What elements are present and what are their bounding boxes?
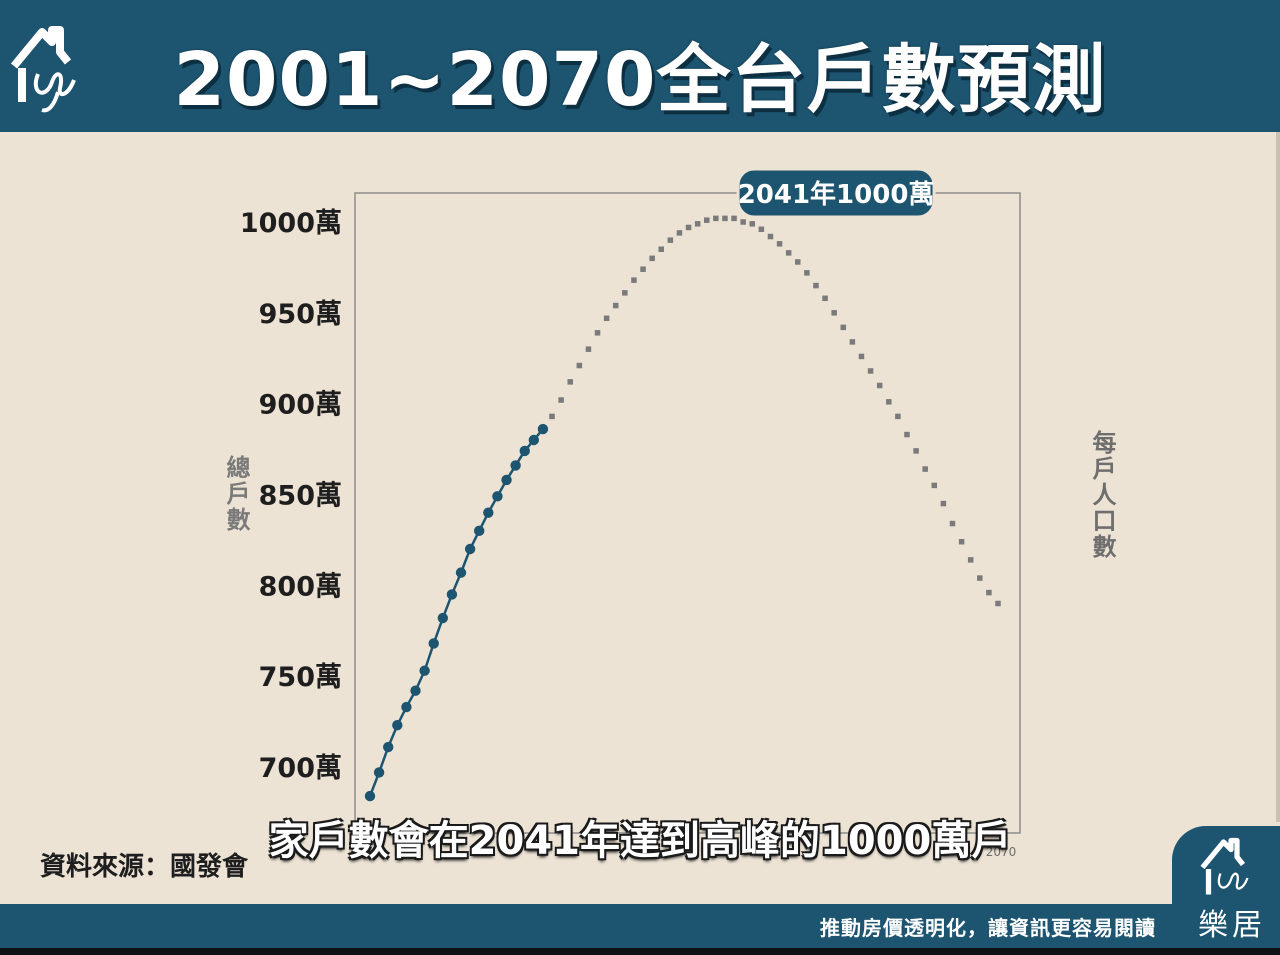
- brand-tab: [1172, 826, 1280, 948]
- data-source: 資料來源：國發會: [40, 852, 249, 882]
- house-signature-logo-icon: [1200, 837, 1249, 895]
- y-tick-label: 700萬: [259, 753, 342, 784]
- projected-point: [585, 346, 592, 352]
- actual-point: [437, 612, 449, 624]
- x-tick-label: 2070: [986, 845, 1017, 859]
- projected-point: [713, 215, 719, 222]
- projected-point: [567, 379, 573, 385]
- annotation-label: 2041年1000萬: [738, 179, 935, 210]
- projected-point: [767, 233, 774, 240]
- y-tick-label: 850萬: [259, 481, 342, 512]
- projected-point: [940, 500, 947, 507]
- actual-point: [510, 460, 521, 471]
- projected-point: [904, 431, 910, 438]
- footer-bar: [0, 904, 1280, 948]
- projected-point: [694, 221, 701, 227]
- projected-point: [967, 557, 974, 563]
- y-axis-label: 總戶數: [222, 455, 250, 533]
- projected-point: [622, 290, 628, 296]
- projected-point: [822, 295, 828, 302]
- projected-point: [958, 538, 965, 545]
- plot-frame: [354, 192, 1021, 834]
- actual-point: [446, 589, 458, 600]
- actual-point: [383, 741, 394, 753]
- y-tick-label: 1000萬: [240, 208, 342, 239]
- projected-point: [676, 230, 683, 236]
- header-bar: 2001~2070全台戶數預測: [0, 0, 1280, 132]
- actual-point: [474, 525, 485, 537]
- projected-point: [731, 215, 737, 222]
- projected-point: [813, 282, 819, 289]
- projected-point: [749, 221, 756, 227]
- house-signature-logo-icon: [10, 26, 76, 113]
- projected-point: [722, 215, 728, 222]
- projected-point: [867, 368, 874, 374]
- projected-point: [876, 382, 883, 389]
- actual-point: [428, 638, 439, 649]
- projected-point: [549, 413, 555, 420]
- actual-point: [501, 474, 512, 486]
- edge-strip: [1276, 132, 1280, 822]
- projected-point: [895, 413, 901, 420]
- projected-point: [785, 250, 792, 256]
- projected-point: [913, 448, 919, 454]
- actual-point: [419, 665, 430, 676]
- projected-point: [758, 226, 765, 233]
- projected-point: [594, 330, 601, 336]
- page-title: 2001~2070全台戶數預測: [173, 37, 1107, 123]
- actual-line: [368, 428, 544, 797]
- actual-point: [410, 685, 421, 696]
- projected-point: [558, 397, 564, 403]
- footer-edge: [0, 948, 1280, 955]
- actual-point: [364, 790, 376, 802]
- projected-point: [776, 241, 783, 247]
- actual-point: [464, 543, 476, 555]
- y-tick-label: 800萬: [259, 571, 342, 602]
- actual-point: [519, 445, 530, 457]
- projected-point: [840, 324, 847, 331]
- projected-point: [740, 219, 746, 225]
- projected-point: [795, 259, 801, 265]
- projected-point: [658, 246, 664, 252]
- projected-point: [922, 466, 928, 472]
- projected-point: [804, 270, 810, 276]
- projected-point: [631, 277, 637, 283]
- projected-point: [977, 575, 983, 581]
- projected-point: [612, 302, 619, 309]
- actual-point: [528, 434, 540, 446]
- actual-point: [492, 491, 503, 502]
- projected-point: [931, 482, 938, 489]
- projected-point: [576, 362, 583, 369]
- projected-point: [667, 237, 674, 243]
- projected-point: [886, 399, 892, 405]
- brand-name: 樂居: [1198, 908, 1266, 943]
- projected-point: [649, 255, 655, 262]
- household-chart: 700萬 750萬 800萬 850萬 900萬 950萬 1000萬 2070 2041年10…: [240, 167, 1021, 859]
- actual-point: [401, 701, 412, 713]
- y2-axis-label: 每戶人口數: [1088, 430, 1116, 560]
- actual-point: [455, 567, 467, 578]
- actual-point: [483, 507, 494, 518]
- projected-point: [704, 217, 710, 223]
- actual-point: [392, 720, 403, 731]
- projected-point: [603, 315, 610, 322]
- actual-point: [373, 767, 385, 778]
- actual-point: [537, 423, 549, 435]
- y-tick-label: 900萬: [259, 390, 342, 421]
- projected-point: [831, 310, 837, 316]
- annotation-callout: [736, 167, 936, 219]
- y-tick-label: 750萬: [259, 662, 342, 693]
- projected-point: [986, 589, 992, 596]
- projected-point: [640, 266, 646, 272]
- projected-point: [949, 520, 956, 527]
- projected-point: [685, 224, 692, 231]
- projected-point: [995, 600, 1001, 607]
- footer-slogan: 推動房價透明化，讓資訊更容易閱讀: [820, 916, 1156, 940]
- projected-point: [858, 353, 865, 360]
- caption-subtitle: 家戶數會在2041年達到高峰的1000萬戶: [268, 818, 1012, 864]
- y-tick-label: 950萬: [259, 299, 342, 330]
- projected-point: [849, 339, 856, 345]
